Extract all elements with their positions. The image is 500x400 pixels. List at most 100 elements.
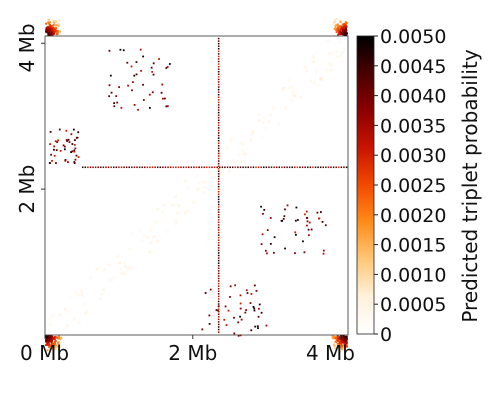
heatmap-cell [342,48,346,52]
heatmap-cell [57,345,60,348]
heatmap-cell [54,336,57,339]
heatmap-cell [136,166,138,169]
heatmap-cell [277,122,281,126]
heatmap-cell [46,343,49,346]
heatmap-cell [217,93,220,96]
heatmap-cell [60,336,63,339]
heatmap-cell [86,309,90,313]
heatmap-cell [334,24,337,27]
heatmap-cell [49,26,52,29]
heatmap-cell [77,156,80,159]
heatmap-cell [160,211,164,215]
heatmap-cell [306,166,309,169]
heatmap-cell [217,275,220,277]
heatmap-cell [239,294,242,297]
heatmap-cell [46,349,49,352]
heatmap-cell [258,303,261,306]
heatmap-cell [217,224,220,226]
heatmap-cell [305,210,308,213]
heatmap-cell [217,86,220,88]
heatmap-cell [47,33,50,36]
heatmap-cell [151,91,154,94]
heatmap-cell [217,129,220,132]
heatmap-cell [334,337,337,340]
heatmap-cell [217,165,220,167]
heatmap-cell [340,25,343,28]
heatmap-cell [75,136,78,139]
heatmap-cell [79,289,83,293]
heatmap-cell [250,293,253,295]
heatmap-cell [82,302,86,306]
heatmap-cell [283,215,286,218]
heatmap-cell [162,97,164,100]
heatmap-cell [94,166,97,169]
heatmap-cell [108,49,111,52]
heatmap-cell [341,348,344,351]
heatmap-cell [55,33,58,36]
heatmap-cell [65,138,68,141]
heatmap-cell [331,335,334,338]
heatmap-cell [246,292,249,294]
heatmap-cell [231,136,235,140]
heatmap-cell [72,317,76,321]
heatmap-cell [338,337,341,340]
heatmap-cell [127,84,129,87]
heatmap-cell [306,224,308,227]
heatmap-cell [133,166,136,169]
heatmap-cell [217,216,220,218]
heatmap-cell [326,39,330,43]
heatmap-cell [50,25,53,28]
heatmap-cell [54,140,57,143]
heatmap-cell [344,336,347,339]
heatmap-cell [343,343,346,346]
heatmap-cell [217,81,220,83]
heatmap-cell [308,79,312,83]
heatmap-cell [337,33,340,36]
heatmap-cell [217,106,220,109]
heatmap-cell [217,122,220,124]
heatmap-cell [291,166,293,169]
heatmap-cell [217,78,220,81]
heatmap-cell [217,285,220,287]
heatmap-cell [245,289,248,292]
heatmap-cell [152,235,156,239]
heatmap-cell [233,316,235,319]
heatmap-cell [319,76,323,80]
heatmap-cell [51,33,54,36]
heatmap-cell [268,166,270,169]
heatmap-cell [110,278,114,282]
heatmap-cell [75,154,78,157]
heatmap-cell [217,331,220,333]
heatmap-cell [51,28,54,31]
heatmap-cell [164,97,166,100]
heatmap-cell [108,95,111,98]
heatmap-cell [345,22,348,25]
heatmap-cell [152,62,155,65]
heatmap-cell [49,21,52,24]
heatmap-cell [73,150,76,153]
heatmap-cell [221,166,224,169]
heatmap-cell [217,76,220,78]
x-axis: 0 Mb 2 Mb 4 Mb [20,335,355,365]
heatmap-cell [303,65,307,69]
heatmap-cell [217,50,220,53]
heatmap-cell [54,20,57,23]
heatmap-cell [140,69,143,72]
heatmap-cell [334,26,337,29]
heatmap-cell [50,31,53,34]
heatmap-cell [247,166,249,169]
heatmap-cell [253,307,256,310]
heatmap-cell [217,309,219,312]
heatmap-cell [142,55,145,58]
heatmap-cell [49,344,52,347]
heatmap-cell [63,307,67,311]
heatmap-cell [131,166,133,169]
heatmap-cell [71,150,74,153]
heatmap-cell [55,336,58,339]
heatmap-cell [337,339,340,342]
heatmap-cell [239,302,242,305]
heatmap-cell [305,69,309,73]
heatmap-cell [128,266,132,270]
heatmap-cell [49,317,53,321]
heatmap-cell [293,94,297,98]
